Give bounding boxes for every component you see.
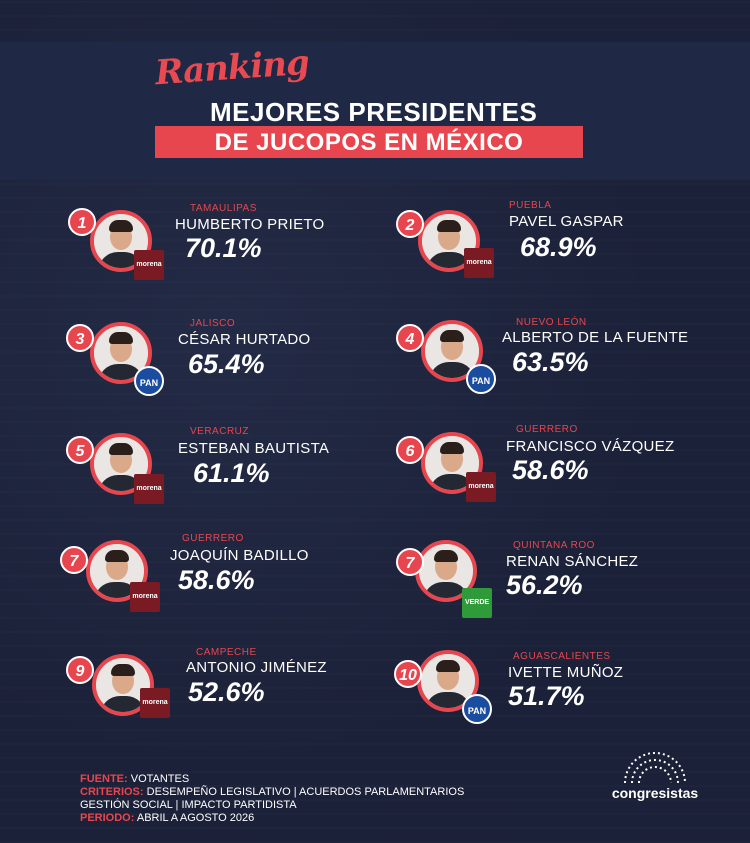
period-line: PERIODO: ABRIL A AGOSTO 2026 xyxy=(80,812,464,825)
period-value: ABRIL A AGOSTO 2026 xyxy=(136,812,255,824)
candidate-name: RENAN SÁNCHEZ xyxy=(506,553,639,570)
rank-badge: 4 xyxy=(396,324,424,352)
criteria-value: DESEMPEÑO LEGISLATIVO | ACUERDOS PARLAME… xyxy=(146,786,465,798)
criteria-line-2: GESTIÓN SOCIAL | IMPACTO PARTIDISTA xyxy=(80,799,464,812)
logo-text: congresistas xyxy=(611,785,699,801)
rank-badge: 9 xyxy=(66,656,94,684)
period-key: PERIODO: xyxy=(80,812,135,824)
candidate-photo xyxy=(415,540,477,602)
state-label: GUERRERO xyxy=(516,424,578,435)
state-label: QUINTANA ROO xyxy=(513,540,595,551)
approval-percent: 61.1% xyxy=(193,458,270,488)
approval-percent: 58.6% xyxy=(512,455,589,485)
criteria-value-2: GESTIÓN SOCIAL | IMPACTO PARTIDISTA xyxy=(80,799,297,811)
approval-percent: 52.6% xyxy=(188,677,265,707)
rank-badge: 3 xyxy=(66,324,94,352)
approval-percent: 63.5% xyxy=(512,347,589,377)
footer-credits: FUENTE: VOTANTES CRITERIOS: DESEMPEÑO LE… xyxy=(80,773,464,825)
rank-badge: 2 xyxy=(396,210,424,238)
candidate-name: HUMBERTO PRIETO xyxy=(175,216,325,233)
state-label: GUERRERO xyxy=(182,533,244,544)
approval-percent: 68.9% xyxy=(520,232,597,262)
pan-logo-icon: PAN xyxy=(462,694,492,724)
rank-badge: 7 xyxy=(60,546,88,574)
state-label: CAMPECHE xyxy=(196,647,257,658)
dome-arcs-icon xyxy=(624,752,686,784)
rank-badge: 1 xyxy=(68,208,96,236)
congresistas-logo: congresistas xyxy=(605,745,705,805)
verde-logo-icon: VERDE xyxy=(462,588,492,618)
candidate-name: PAVEL GASPAR xyxy=(509,213,624,230)
title-line-2: DE JUCOPOS EN MÉXICO xyxy=(214,129,524,156)
pan-logo-icon: PAN xyxy=(466,364,496,394)
approval-percent: 51.7% xyxy=(508,681,585,711)
state-label: VERACRUZ xyxy=(190,426,250,437)
source-key: FUENTE: xyxy=(80,773,128,785)
morena-logo-icon: morena xyxy=(140,688,170,718)
candidate-name: ALBERTO DE LA FUENTE xyxy=(502,329,689,346)
candidate-name: FRANCISCO VÁZQUEZ xyxy=(506,438,675,455)
rank-badge: 7 xyxy=(396,548,424,576)
candidate-name: ANTONIO JIMÉNEZ xyxy=(186,659,327,676)
rank-badge: 5 xyxy=(66,436,94,464)
state-label: AGUASCALIENTES xyxy=(513,651,611,662)
approval-percent: 65.4% xyxy=(188,349,265,379)
candidate-photo xyxy=(90,322,152,384)
morena-logo-icon: morena xyxy=(466,472,496,502)
approval-percent: 70.1% xyxy=(185,233,262,263)
state-label: TAMAULIPAS xyxy=(190,203,257,214)
state-label: PUEBLA xyxy=(509,200,552,211)
morena-logo-icon: morena xyxy=(130,582,160,612)
state-label: NUEVO LEÓN xyxy=(516,317,587,328)
candidate-name: CÉSAR HURTADO xyxy=(178,331,311,348)
rank-badge: 10 xyxy=(394,660,422,688)
morena-logo-icon: morena xyxy=(134,474,164,504)
criteria-line: CRITERIOS: DESEMPEÑO LEGISLATIVO | ACUER… xyxy=(80,786,464,799)
candidate-photo xyxy=(90,210,152,272)
candidate-name: JOAQUÍN BADILLO xyxy=(170,547,309,564)
approval-percent: 58.6% xyxy=(178,565,255,595)
title-box: DE JUCOPOS EN MÉXICO xyxy=(155,126,583,158)
source-value: VOTANTES xyxy=(130,773,190,785)
candidate-name: ESTEBAN BAUTISTA xyxy=(178,440,330,457)
pan-logo-icon: PAN xyxy=(134,366,164,396)
candidate-photo xyxy=(92,654,154,716)
morena-logo-icon: morena xyxy=(134,250,164,280)
morena-logo-icon: morena xyxy=(464,248,494,278)
source-line: FUENTE: VOTANTES xyxy=(80,773,464,786)
approval-percent: 56.2% xyxy=(506,570,583,600)
state-label: JALISCO xyxy=(190,318,236,329)
title-line-1: MEJORES PRESIDENTES xyxy=(210,97,538,127)
rank-badge: 6 xyxy=(396,436,424,464)
criteria-key: CRITERIOS: xyxy=(80,786,144,798)
candidate-name: IVETTE MUÑOZ xyxy=(508,664,624,681)
candidate-photo xyxy=(421,432,483,494)
